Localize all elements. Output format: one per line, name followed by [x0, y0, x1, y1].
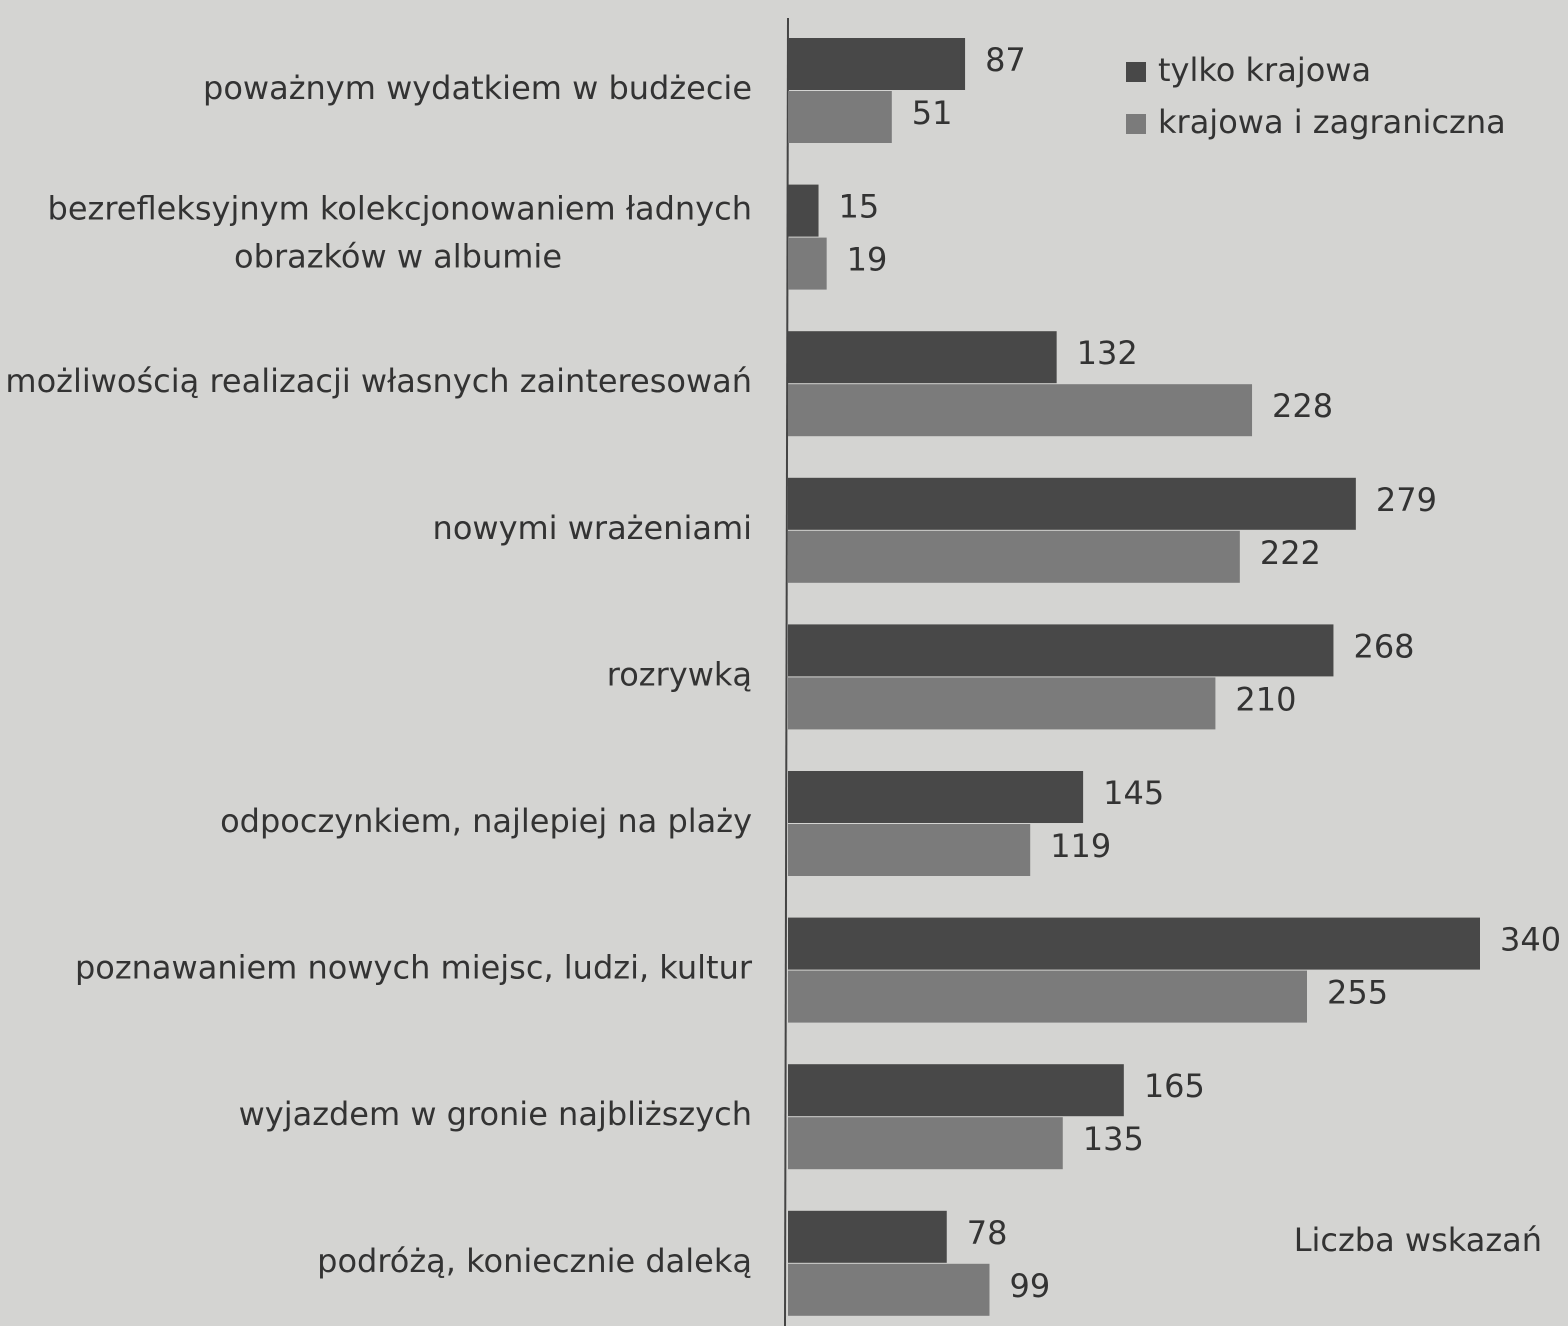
bar — [788, 384, 1253, 437]
value-label: 132 — [1077, 334, 1138, 372]
legend-label: krajowa i zagraniczna — [1158, 103, 1506, 141]
axis-line — [784, 17, 789, 1326]
annotation: Liczba wskazań — [1294, 1221, 1542, 1259]
value-label: 210 — [1235, 680, 1296, 718]
value-label: 222 — [1260, 534, 1321, 572]
bar — [788, 677, 1216, 730]
value-label: 228 — [1272, 387, 1333, 425]
value-label: 15 — [839, 188, 880, 226]
value-label: 51 — [912, 94, 953, 132]
category-label: wyjazdem w gronie najbliższych — [239, 1095, 752, 1133]
bar — [788, 624, 1334, 677]
value-label: 145 — [1103, 774, 1164, 812]
bar — [788, 771, 1084, 823]
bar — [788, 1064, 1124, 1117]
category-label: rozrywką — [607, 655, 752, 693]
value-label: 78 — [967, 1214, 1008, 1252]
value-label: 165 — [1144, 1067, 1205, 1105]
value-label: 99 — [1009, 1267, 1050, 1305]
bar — [788, 184, 819, 237]
value-label: 279 — [1376, 481, 1437, 519]
category-label: podróżą, koniecznie daleką — [317, 1242, 752, 1280]
value-label: 255 — [1327, 974, 1388, 1012]
value-label: 87 — [985, 41, 1026, 79]
category-label: poważnym wydatkiem w budżecie — [203, 69, 752, 107]
category-label: odpoczynkiem, najlepiej na plaży — [220, 802, 752, 840]
category-label: nowymi wrażeniami — [433, 509, 752, 547]
legend-label: tylko krajowa — [1158, 51, 1371, 89]
bar — [788, 91, 892, 143]
category-label: bezrefleksyjnym kolekcjonowaniem ładnych… — [48, 190, 752, 276]
bar — [788, 970, 1307, 1023]
bar — [788, 38, 966, 90]
value-label: 135 — [1083, 1120, 1144, 1158]
value-label: 119 — [1050, 827, 1111, 865]
value-label: 340 — [1500, 921, 1561, 959]
legend-swatch — [1126, 62, 1146, 82]
value-label: 268 — [1353, 627, 1414, 665]
legend-swatch — [1126, 114, 1146, 134]
bar — [788, 1117, 1063, 1170]
bar — [788, 237, 827, 290]
bar — [788, 530, 1240, 583]
category-label: możliwością realizacji własnych zaintere… — [5, 362, 752, 400]
bar — [788, 1210, 947, 1263]
bar — [788, 331, 1057, 384]
bar — [788, 917, 1480, 970]
value-label: 19 — [847, 241, 888, 279]
bar — [788, 824, 1031, 876]
bar — [788, 1263, 990, 1316]
category-label: poznawaniem nowych miejsc, ludzi, kultur — [75, 949, 753, 987]
bar — [788, 477, 1356, 530]
